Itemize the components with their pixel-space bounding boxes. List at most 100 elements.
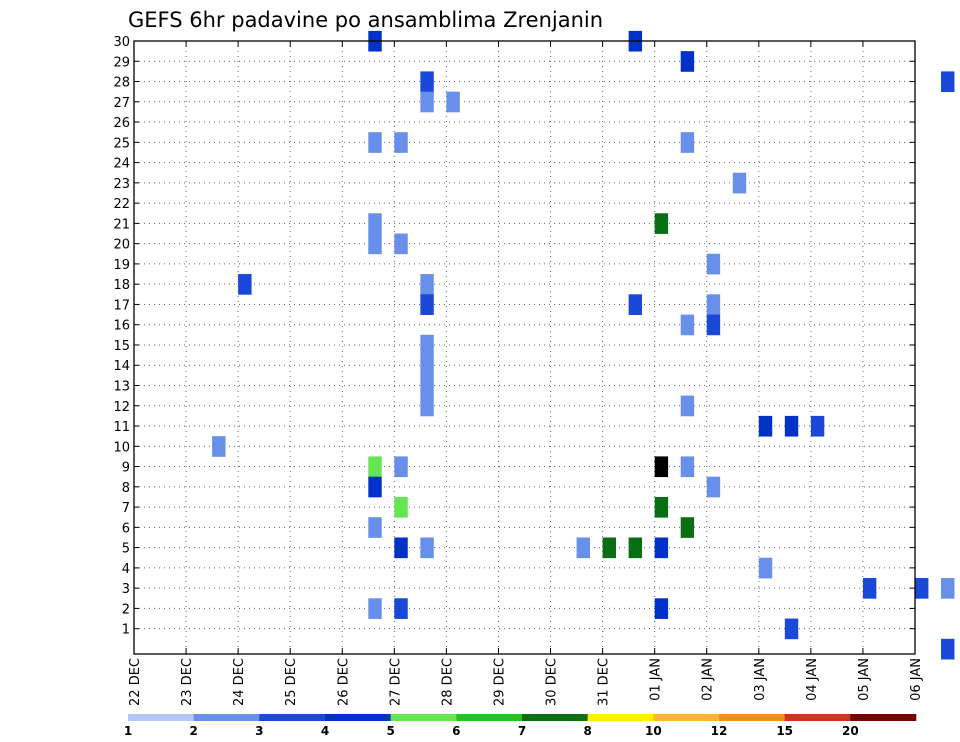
precip-cell bbox=[706, 294, 721, 315]
x-tick-label: 04 JAN bbox=[805, 658, 820, 701]
colorbar-swatch bbox=[128, 714, 194, 721]
y-tick-label: 30 bbox=[113, 35, 130, 50]
precip-cell bbox=[654, 496, 669, 518]
precip-cell bbox=[394, 537, 408, 559]
y-tick-label: 23 bbox=[113, 177, 130, 192]
y-tick-label: 5 bbox=[122, 542, 130, 557]
precip-cell bbox=[368, 213, 382, 234]
x-tick-label: 27 DEC bbox=[388, 658, 403, 706]
y-tick-label: 9 bbox=[122, 461, 130, 476]
precip-cell bbox=[576, 537, 590, 559]
precip-cell bbox=[420, 294, 434, 315]
x-tick-label: 02 JAN bbox=[701, 658, 716, 701]
precip-cell bbox=[941, 638, 955, 660]
precip-cell bbox=[654, 213, 669, 234]
y-tick-label: 26 bbox=[113, 116, 130, 131]
colorbar-swatch bbox=[456, 714, 523, 721]
colorbar-label: 2 bbox=[189, 724, 197, 738]
colorbar-swatch bbox=[719, 714, 785, 721]
precip-cell bbox=[680, 51, 695, 72]
colorbar-label: 7 bbox=[518, 724, 526, 738]
precip-cell bbox=[758, 557, 773, 579]
y-tick-label: 17 bbox=[113, 298, 130, 313]
precip-cell bbox=[394, 456, 408, 478]
precip-cell bbox=[680, 517, 695, 538]
x-tick-label: 26 DEC bbox=[336, 658, 351, 706]
colorbar-label: 12 bbox=[711, 724, 728, 738]
precip-cell bbox=[368, 132, 382, 153]
precip-cell bbox=[394, 233, 408, 255]
y-tick-label: 7 bbox=[122, 501, 130, 516]
colorbar-swatch bbox=[325, 714, 391, 721]
y-tick-label: 21 bbox=[113, 217, 130, 232]
colorbar-label: 6 bbox=[452, 724, 460, 738]
precip-cell bbox=[810, 415, 825, 437]
precip-cell bbox=[238, 274, 252, 295]
y-tick-label: 8 bbox=[122, 481, 130, 496]
x-axis-date-ticks: 22 DEC 23 DEC 24 DEC 25 DEC 26 DEC 27 DEC 28 D… bbox=[128, 41, 924, 706]
x-tick-label: 28 DEC bbox=[440, 658, 455, 706]
x-tick-label: 22 DEC bbox=[128, 658, 143, 706]
precip-cell bbox=[420, 395, 434, 417]
x-tick-label: 31 DEC bbox=[597, 658, 612, 706]
precip-cell bbox=[420, 91, 434, 113]
x-tick-label: 06 JAN bbox=[909, 658, 924, 701]
plot-frame bbox=[133, 40, 916, 655]
y-tick-label: 19 bbox=[113, 258, 130, 273]
precip-cell bbox=[732, 172, 747, 194]
colorbar-swatch bbox=[522, 714, 588, 721]
y-tick-label: 15 bbox=[113, 339, 130, 354]
y-tick-label: 6 bbox=[122, 521, 130, 536]
precip-cell bbox=[420, 274, 434, 295]
precip-cell bbox=[368, 476, 382, 498]
x-tick-label: 25 DEC bbox=[284, 658, 299, 706]
colorbar-label: 3 bbox=[255, 724, 263, 738]
y-tick-label: 29 bbox=[113, 55, 130, 70]
precip-cell bbox=[368, 456, 382, 478]
colorbar-swatch bbox=[259, 714, 326, 721]
y-tick-label: 10 bbox=[113, 440, 130, 455]
precip-cell bbox=[394, 598, 408, 619]
precip-cell bbox=[394, 132, 408, 153]
colorbar-label: 10 bbox=[645, 724, 662, 738]
colorbar-label: 4 bbox=[321, 724, 329, 738]
y-tick-label: 20 bbox=[113, 238, 130, 253]
colorbar: 1 2 3 4 5 6 7 8 10 12 15 20 bbox=[124, 714, 917, 738]
precip-cell bbox=[758, 415, 773, 437]
y-tick-label: 4 bbox=[122, 562, 130, 577]
x-tick-label: 05 JAN bbox=[857, 658, 872, 701]
y-tick-label: 24 bbox=[113, 157, 130, 172]
precip-cell bbox=[628, 294, 643, 315]
x-tick-label: 01 JAN bbox=[649, 658, 664, 701]
precip-cell bbox=[212, 436, 226, 457]
precip-cell bbox=[420, 71, 434, 93]
precip-cell bbox=[368, 517, 382, 538]
x-tick-label: 03 JAN bbox=[753, 658, 768, 701]
precip-cell bbox=[602, 537, 617, 559]
y-tick-label: 16 bbox=[113, 319, 130, 334]
colorbar-swatch bbox=[193, 714, 260, 721]
precip-cell bbox=[680, 395, 695, 417]
colorbar-swatch bbox=[784, 714, 851, 721]
y-tick-label: 18 bbox=[113, 278, 130, 293]
precip-cell bbox=[446, 91, 460, 113]
y-tick-label: 11 bbox=[113, 420, 130, 435]
precip-cell bbox=[368, 233, 382, 255]
precip-cell bbox=[784, 415, 799, 437]
colorbar-label: 1 bbox=[124, 724, 132, 738]
colorbar-swatch bbox=[390, 714, 457, 721]
x-tick-label: 29 DEC bbox=[492, 658, 507, 706]
y-tick-label: 27 bbox=[113, 96, 130, 111]
precip-cell bbox=[420, 537, 434, 559]
y-tick-label: 28 bbox=[113, 76, 130, 91]
colorbar-label: 15 bbox=[776, 724, 793, 738]
colorbar-label: 8 bbox=[583, 724, 591, 738]
precip-cell bbox=[706, 253, 721, 275]
colorbar-label: 5 bbox=[386, 724, 394, 738]
x-tick-label: 30 DEC bbox=[545, 658, 560, 706]
precip-cell bbox=[680, 132, 695, 153]
y-tick-label: 2 bbox=[122, 602, 130, 617]
y-tick-label: 25 bbox=[113, 136, 130, 151]
precip-cell bbox=[706, 476, 721, 498]
precip-cell bbox=[941, 578, 955, 599]
